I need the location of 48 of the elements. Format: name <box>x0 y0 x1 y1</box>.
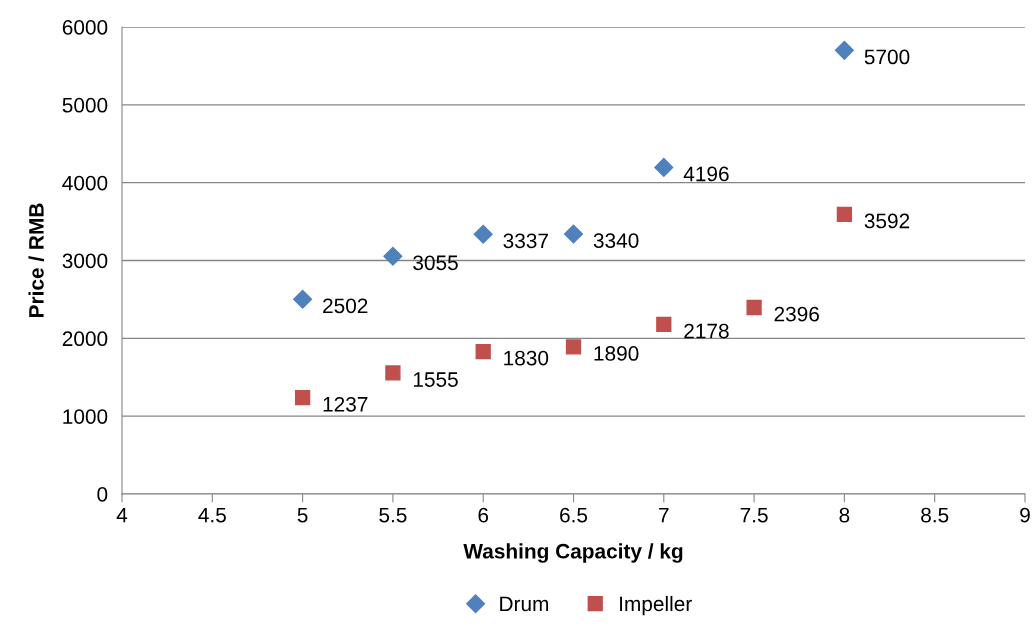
data-label: 5700 <box>864 49 910 65</box>
point <box>654 157 674 177</box>
point <box>475 343 491 360</box>
y-tick-label: 1000 <box>63 409 108 424</box>
y-tick-label: 5000 <box>62 97 108 113</box>
y-tick-label: 6000 <box>62 20 108 35</box>
data-label: 3592 <box>864 213 910 229</box>
data-label: 3337 <box>503 233 548 249</box>
x-tick-label: 6 <box>478 507 489 523</box>
x-tick-label: 5 <box>297 507 308 523</box>
point <box>836 206 853 223</box>
data-label: 1890 <box>594 346 639 361</box>
point <box>563 224 584 244</box>
x-tick-label: 7 <box>659 507 669 523</box>
point <box>746 299 762 316</box>
point <box>294 390 311 406</box>
x-tick-label: 6.5 <box>560 507 588 523</box>
point <box>385 365 401 381</box>
data-label: 4196 <box>683 166 729 182</box>
y-tick-label: 3000 <box>62 253 108 269</box>
y-tick-label: 2000 <box>62 331 108 347</box>
x-axis-title: Washing Capacity / kg <box>463 543 683 563</box>
legend-label: Drum <box>500 596 549 612</box>
data-label: 1237 <box>323 396 368 412</box>
y-tick-label: 4000 <box>62 175 108 191</box>
point <box>473 224 493 244</box>
x-tick-label: 5.5 <box>379 507 407 523</box>
legend-label: Impeller <box>620 595 692 616</box>
data-label: 2396 <box>774 306 819 322</box>
point <box>834 40 854 60</box>
point <box>293 289 313 309</box>
data-label: 1830 <box>504 350 549 366</box>
point <box>656 316 672 333</box>
y-tick-label: 0 <box>97 487 108 502</box>
point <box>565 339 582 355</box>
data-label: 3055 <box>413 255 458 271</box>
data-label: 3340 <box>593 233 639 248</box>
x-tick-label: 4 <box>116 507 128 523</box>
x-tick-label: 8.5 <box>921 507 949 523</box>
x-tick-label: 9 <box>1020 507 1030 523</box>
x-tick-label: 8 <box>839 507 850 523</box>
data-label: 1555 <box>413 372 458 387</box>
point <box>383 246 403 266</box>
data-label: 2502 <box>323 298 368 314</box>
y-axis-title: Price / RMB <box>28 203 44 317</box>
x-tick-label: 4.5 <box>198 507 226 523</box>
x-tick-label: 7.5 <box>740 507 768 523</box>
data-label: 2178 <box>684 323 729 339</box>
